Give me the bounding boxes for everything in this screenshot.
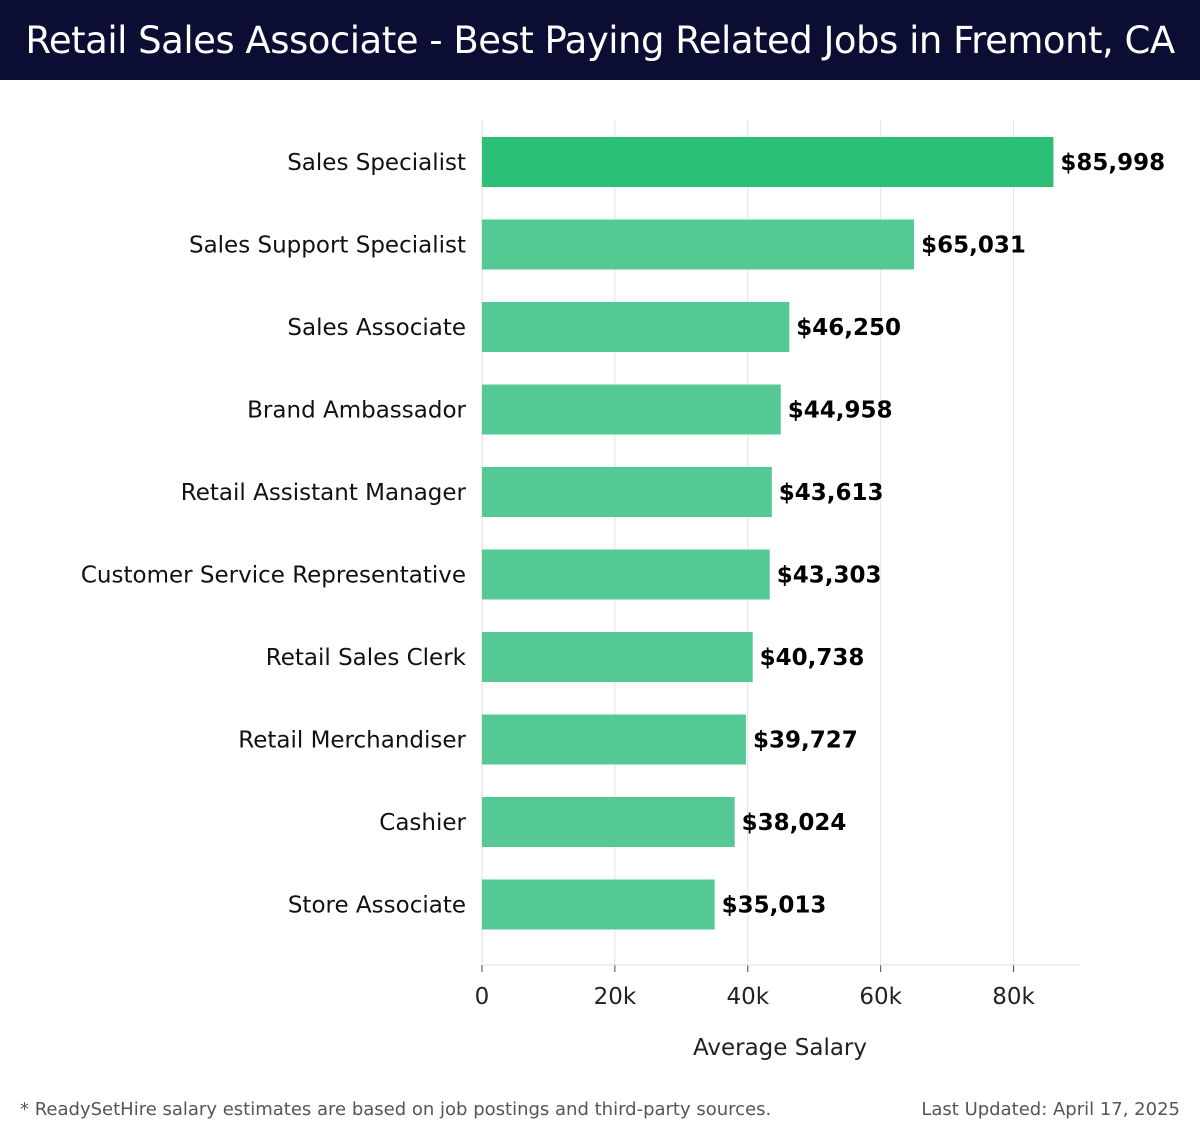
bar xyxy=(482,302,790,352)
value-label: $43,303 xyxy=(777,563,882,589)
category-label: Cashier xyxy=(379,810,466,836)
last-updated: Last Updated: April 17, 2025 xyxy=(921,1099,1180,1120)
category-label: Customer Service Representative xyxy=(81,563,466,589)
category-label: Store Associate xyxy=(288,893,466,919)
bar xyxy=(482,467,772,517)
bar xyxy=(482,632,753,682)
value-label: $39,727 xyxy=(753,728,858,754)
category-label: Brand Ambassador xyxy=(247,398,466,424)
bars xyxy=(482,137,1054,930)
value-label: $38,024 xyxy=(742,810,847,836)
value-label: $65,031 xyxy=(921,233,1026,259)
x-tick-label: 60k xyxy=(859,984,902,1010)
x-tick-label: 20k xyxy=(594,984,637,1010)
value-label: $35,013 xyxy=(722,893,827,919)
value-label: $44,958 xyxy=(788,398,893,424)
bar xyxy=(482,384,781,435)
bar xyxy=(482,137,1054,187)
category-label: Sales Specialist xyxy=(287,150,466,176)
x-tick-label: 80k xyxy=(992,984,1035,1010)
value-label: $40,738 xyxy=(760,645,865,671)
bar xyxy=(482,797,735,847)
category-label: Sales Support Specialist xyxy=(189,233,466,259)
footer-note: * ReadySetHire salary estimates are base… xyxy=(20,1099,772,1120)
bar xyxy=(482,549,770,600)
x-tick-label: 40k xyxy=(726,984,769,1010)
value-label: $43,613 xyxy=(779,480,884,506)
x-tick-label: 0 xyxy=(475,984,490,1010)
x-axis-title: Average Salary xyxy=(693,1035,867,1061)
value-label: $46,250 xyxy=(796,315,901,341)
x-axis: 0 20k 40k 60k 80k xyxy=(475,964,1080,1010)
category-label: Retail Merchandiser xyxy=(238,728,466,754)
bar xyxy=(482,879,715,930)
value-labels: $85,998 $65,031 $46,250 $44,958 $43,613 $43,3… xyxy=(722,150,1166,919)
category-label: Sales Associate xyxy=(287,315,466,341)
value-label: $85,998 xyxy=(1060,150,1165,176)
category-label: Retail Assistant Manager xyxy=(181,480,467,506)
category-label: Retail Sales Clerk xyxy=(266,645,467,671)
bar xyxy=(482,714,746,765)
category-labels: Sales Specialist Sales Support Specialist… xyxy=(81,150,467,919)
bar xyxy=(482,219,915,270)
page-title: Retail Sales Associate - Best Paying Rel… xyxy=(0,0,1200,80)
